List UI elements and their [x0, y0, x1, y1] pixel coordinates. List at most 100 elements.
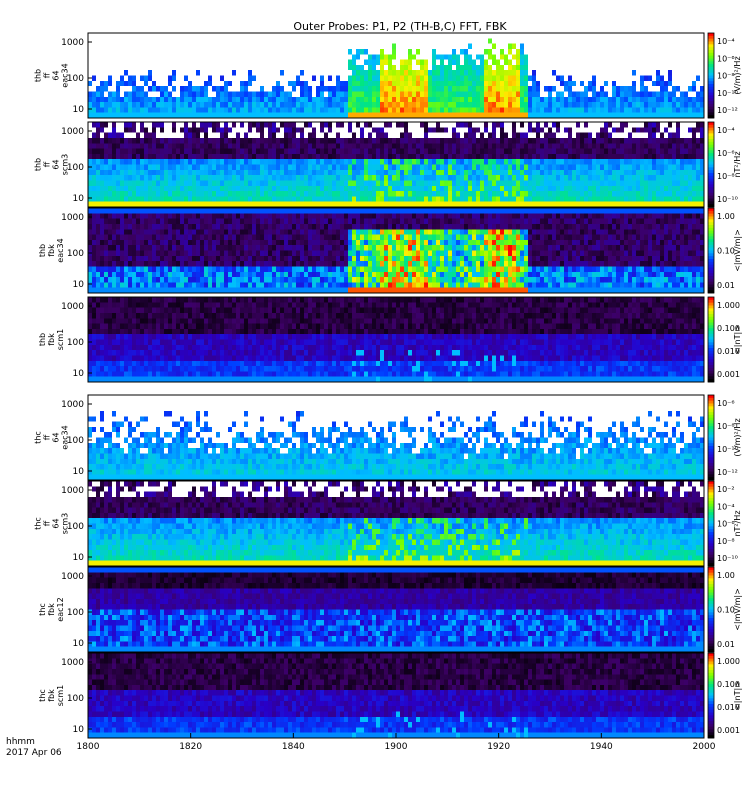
spectrogram-cell: [160, 70, 164, 76]
spectrogram-cell: [628, 186, 632, 192]
spectrogram-cell: [120, 186, 124, 192]
spectrogram-cell: [412, 102, 416, 108]
spectrogram-cell: [392, 175, 396, 181]
spectrogram-cell: [176, 44, 180, 50]
spectrogram-cell: [120, 159, 124, 165]
spectrogram-cell: [692, 186, 696, 192]
spectrogram-cell: [288, 33, 292, 39]
spectrogram-cell: [160, 175, 164, 181]
spectrogram-cell: [88, 33, 92, 39]
spectrogram-cell: [136, 154, 140, 160]
spectrogram-cell: [528, 165, 532, 171]
spectrogram-cell: [520, 143, 524, 149]
spectrogram-cell: [500, 170, 504, 176]
spectrogram-cell: [220, 159, 224, 165]
spectrogram-cell: [676, 175, 680, 181]
spectrogram-cell: [236, 143, 240, 149]
spectrogram-cell: [192, 143, 196, 149]
spectrogram-cell: [88, 81, 92, 87]
spectrogram-cell: [632, 65, 636, 71]
spectrogram-cell: [244, 91, 248, 97]
spectrogram-cell: [520, 91, 524, 97]
spectrogram-cell: [592, 196, 596, 202]
spectrogram-cell: [476, 165, 480, 171]
spectrogram-cell: [112, 186, 116, 192]
spectrogram-cell: [252, 107, 256, 113]
spectrogram-cell: [428, 186, 432, 192]
spectrogram-cell: [352, 127, 356, 133]
spectrogram-cell: [324, 91, 328, 97]
spectrogram-cell: [192, 154, 196, 160]
spectrogram-cell: [548, 165, 552, 171]
spectrogram-cell: [496, 175, 500, 181]
spectrogram-cell: [648, 191, 652, 197]
spectrogram-cell: [156, 191, 160, 197]
spectrogram-cell: [376, 70, 380, 76]
spectrogram-cell: [588, 76, 592, 82]
spectrogram-cell: [616, 81, 620, 87]
spectrogram-cell: [428, 196, 432, 202]
spectrogram-cell: [356, 154, 360, 160]
spectrogram-cell: [560, 102, 564, 108]
spectrogram-cell: [384, 138, 388, 144]
spectrogram-cell: [604, 70, 608, 76]
spectrogram-cell: [584, 76, 588, 82]
spectrogram-cell: [552, 44, 556, 50]
spectrogram-cell: [380, 191, 384, 197]
spectrogram-cell: [212, 54, 216, 60]
spectrogram-cell: [324, 81, 328, 87]
spectrogram-cell: [504, 180, 508, 186]
spectrogram-cell: [300, 81, 304, 87]
spectrogram-cell: [388, 49, 392, 55]
spectrogram-cell: [600, 65, 604, 71]
spectrogram-cell: [116, 60, 120, 66]
spectrogram-cell: [432, 133, 436, 139]
spectrogram-cell: [480, 165, 484, 171]
spectrogram-cell: [644, 191, 648, 197]
spectrogram-cell: [224, 33, 228, 39]
spectrogram-cell: [352, 170, 356, 176]
spectrogram-cell: [212, 102, 216, 108]
spectrogram-cell: [504, 65, 508, 71]
spectrogram-cell: [692, 38, 696, 44]
spectrogram-cell: [452, 196, 456, 202]
spectrogram-cell: [636, 165, 640, 171]
spectrogram-cell: [396, 65, 400, 71]
spectrogram-cell: [484, 159, 488, 165]
spectrogram-cell: [364, 196, 368, 202]
spectrogram-cell: [132, 191, 136, 197]
spectrogram-cell: [88, 133, 92, 139]
spectrogram-cell: [344, 143, 348, 149]
spectrogram-cell: [304, 49, 308, 55]
spectrogram-cell: [504, 60, 508, 66]
spectrogram-cell: [192, 186, 196, 192]
spectrogram-cell: [188, 91, 192, 97]
spectrogram-cell: [208, 102, 212, 108]
spectrogram-cell: [404, 149, 408, 155]
spectrogram-cell: [644, 76, 648, 82]
spectrogram-cell: [576, 38, 580, 44]
spectrogram-cell: [452, 138, 456, 144]
spectrogram-cell: [384, 102, 388, 108]
spectrogram-cell: [444, 165, 448, 171]
spectrogram-cell: [672, 159, 676, 165]
spectrogram-cell: [224, 180, 228, 186]
spectrogram-cell: [696, 65, 700, 71]
spectrogram-cell: [468, 127, 472, 133]
spectrogram-cell: [564, 70, 568, 76]
spectrogram-cell: [228, 159, 232, 165]
spectrogram-cell: [388, 143, 392, 149]
spectrogram-cell: [192, 60, 196, 66]
spectrogram-cell: [232, 122, 236, 128]
spectrogram-cell: [600, 44, 604, 50]
spectrogram-cell: [652, 159, 656, 165]
spectrogram-cell: [504, 138, 508, 144]
spectrogram-cell: [608, 170, 612, 176]
spectrogram-cell: [596, 49, 600, 55]
spectrogram-cell: [696, 154, 700, 160]
spectrogram-cell: [328, 186, 332, 192]
spectrogram-cell: [148, 107, 152, 113]
spectrogram-cell: [132, 159, 136, 165]
spectrogram-cell: [656, 86, 660, 92]
spectrogram-cell: [168, 107, 172, 113]
